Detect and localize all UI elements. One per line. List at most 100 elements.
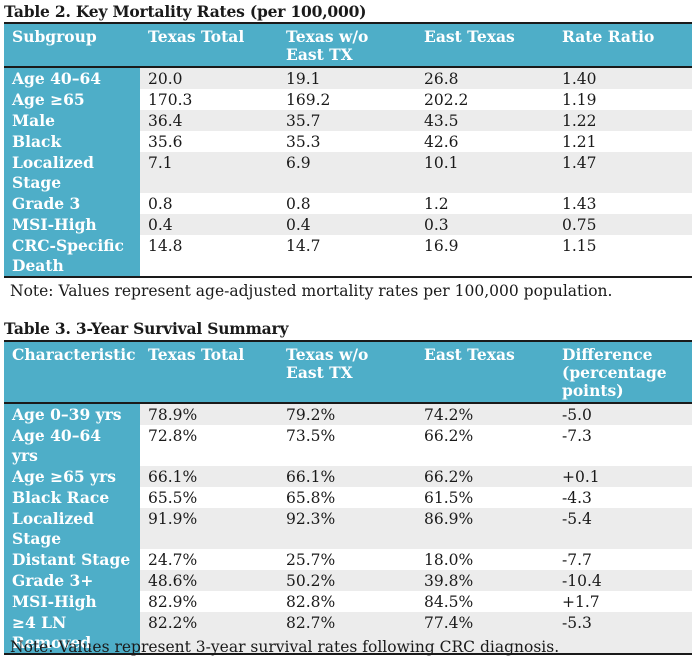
table-row: ≥4 LN Removed 82.2% 82.7% 77.4% -5.3 bbox=[4, 612, 692, 654]
table-cell: 82.8% bbox=[278, 591, 416, 612]
table3-note: Note: Values represent 3-year survival r… bbox=[10, 638, 560, 656]
table-cell: +0.1 bbox=[554, 466, 692, 487]
table-cell: 35.6 bbox=[140, 131, 278, 152]
table-cell: 92.3% bbox=[278, 508, 416, 549]
column-header: Texas Total bbox=[148, 345, 245, 364]
table-cell: 35.3 bbox=[278, 131, 416, 152]
column-header: Texas w/o East TX bbox=[286, 345, 369, 382]
table-cell: 39.8% bbox=[416, 570, 554, 591]
row-header-cell: Age 0–39 yrs bbox=[4, 403, 140, 425]
table-cell: 86.9% bbox=[416, 508, 554, 549]
table-cell: 65.5% bbox=[140, 487, 278, 508]
table-row: Black Race 65.5% 65.8% 61.5% -4.3 bbox=[4, 487, 692, 508]
table-cell: 14.7 bbox=[278, 235, 416, 277]
table-cell: 65.8% bbox=[278, 487, 416, 508]
table-cell: 0.8 bbox=[140, 193, 278, 214]
row-header-cell: Localized Stage bbox=[4, 152, 140, 193]
table-cell: -4.3 bbox=[554, 487, 692, 508]
row-header-cell: CRC-Specific Death bbox=[4, 235, 140, 277]
survival-summary-table: Characteristic Texas Total Texas w/o Eas… bbox=[4, 340, 692, 655]
table-cell: 10.1 bbox=[416, 152, 554, 193]
table-cell: 20.0 bbox=[140, 67, 278, 89]
table-header-row: Characteristic Texas Total Texas w/o Eas… bbox=[4, 341, 692, 403]
table-cell: 18.0% bbox=[416, 549, 554, 570]
row-header-cell: Distant Stage bbox=[4, 549, 140, 570]
table-row: Age 40–64 yrs 72.8% 73.5% 66.2% -7.3 bbox=[4, 425, 692, 466]
table-cell: 14.8 bbox=[140, 235, 278, 277]
table-row: Male 36.4 35.7 43.5 1.22 bbox=[4, 110, 692, 131]
table-cell: 77.4% bbox=[416, 612, 554, 654]
table-cell: 66.2% bbox=[416, 466, 554, 487]
table-row: Age ≥65 yrs 66.1% 66.1% 66.2% +0.1 bbox=[4, 466, 692, 487]
table-cell: 84.5% bbox=[416, 591, 554, 612]
table-row: Age 0–39 yrs 78.9% 79.2% 74.2% -5.0 bbox=[4, 403, 692, 425]
table-cell: 1.47 bbox=[554, 152, 692, 193]
table-cell: +1.7 bbox=[554, 591, 692, 612]
row-header-cell: Male bbox=[4, 110, 140, 131]
table-cell: 0.4 bbox=[140, 214, 278, 235]
table-row: Grade 3 0.8 0.8 1.2 1.43 bbox=[4, 193, 692, 214]
row-header-cell: Black Race bbox=[4, 487, 140, 508]
table-cell: 72.8% bbox=[140, 425, 278, 466]
table-cell: 6.9 bbox=[278, 152, 416, 193]
table-cell: 66.1% bbox=[140, 466, 278, 487]
mortality-rates-table: Subgroup Texas Total Texas w/o East TX E… bbox=[4, 22, 692, 278]
table-cell: 0.75 bbox=[554, 214, 692, 235]
table-cell: -10.4 bbox=[554, 570, 692, 591]
table-cell: 82.2% bbox=[140, 612, 278, 654]
table-cell: 7.1 bbox=[140, 152, 278, 193]
table-cell: 50.2% bbox=[278, 570, 416, 591]
table-cell: 35.7 bbox=[278, 110, 416, 131]
table-cell: 1.15 bbox=[554, 235, 692, 277]
table-cell: 78.9% bbox=[140, 403, 278, 425]
table-cell: 1.40 bbox=[554, 67, 692, 89]
table-cell: 26.8 bbox=[416, 67, 554, 89]
table-cell: -7.3 bbox=[554, 425, 692, 466]
column-header: Rate Ratio bbox=[562, 27, 655, 46]
table-row: Localized Stage 7.1 6.9 10.1 1.47 bbox=[4, 152, 692, 193]
row-header-cell: MSI-High bbox=[4, 214, 140, 235]
row-header-cell: Grade 3+ bbox=[4, 570, 140, 591]
table-cell: -5.4 bbox=[554, 508, 692, 549]
table-cell: 82.7% bbox=[278, 612, 416, 654]
table-cell: 1.22 bbox=[554, 110, 692, 131]
table-cell: 91.9% bbox=[140, 508, 278, 549]
table-row: Distant Stage 24.7% 25.7% 18.0% -7.7 bbox=[4, 549, 692, 570]
table-row: CRC-Specific Death 14.8 14.7 16.9 1.15 bbox=[4, 235, 692, 277]
table-cell: 73.5% bbox=[278, 425, 416, 466]
table-row: Age ≥65 170.3 169.2 202.2 1.19 bbox=[4, 89, 692, 110]
table-cell: 1.19 bbox=[554, 89, 692, 110]
table-cell: 1.2 bbox=[416, 193, 554, 214]
table-cell: 169.2 bbox=[278, 89, 416, 110]
column-header: East Texas bbox=[424, 27, 515, 46]
table-cell: 82.9% bbox=[140, 591, 278, 612]
table-cell: 24.7% bbox=[140, 549, 278, 570]
table-cell: 0.8 bbox=[278, 193, 416, 214]
table-cell: 1.43 bbox=[554, 193, 692, 214]
table-cell: 25.7% bbox=[278, 549, 416, 570]
column-header: Characteristic bbox=[12, 345, 136, 364]
column-header: Texas w/o East TX bbox=[286, 27, 369, 64]
table-cell: 43.5 bbox=[416, 110, 554, 131]
table-row: MSI-High 0.4 0.4 0.3 0.75 bbox=[4, 214, 692, 235]
table2-note: Note: Values represent age-adjusted mort… bbox=[10, 282, 613, 300]
table-cell: 170.3 bbox=[140, 89, 278, 110]
table-cell: -5.3 bbox=[554, 612, 692, 654]
table-row: Age 40–64 20.0 19.1 26.8 1.40 bbox=[4, 67, 692, 89]
table-cell: 66.2% bbox=[416, 425, 554, 466]
column-header: Difference (percentage points) bbox=[562, 345, 667, 400]
table-cell: 16.9 bbox=[416, 235, 554, 277]
table-cell: 36.4 bbox=[140, 110, 278, 131]
column-header: Texas Total bbox=[148, 27, 245, 46]
row-header-cell: Age 40–64 bbox=[4, 67, 140, 89]
column-header: East Texas bbox=[424, 345, 515, 364]
table-cell: 0.3 bbox=[416, 214, 554, 235]
table-row: Grade 3+ 48.6% 50.2% 39.8% -10.4 bbox=[4, 570, 692, 591]
table-cell: 0.4 bbox=[278, 214, 416, 235]
table-header-row: Subgroup Texas Total Texas w/o East TX E… bbox=[4, 23, 692, 67]
table-row: MSI-High 82.9% 82.8% 84.5% +1.7 bbox=[4, 591, 692, 612]
table-cell: -7.7 bbox=[554, 549, 692, 570]
table-cell: 1.21 bbox=[554, 131, 692, 152]
table-cell: 79.2% bbox=[278, 403, 416, 425]
